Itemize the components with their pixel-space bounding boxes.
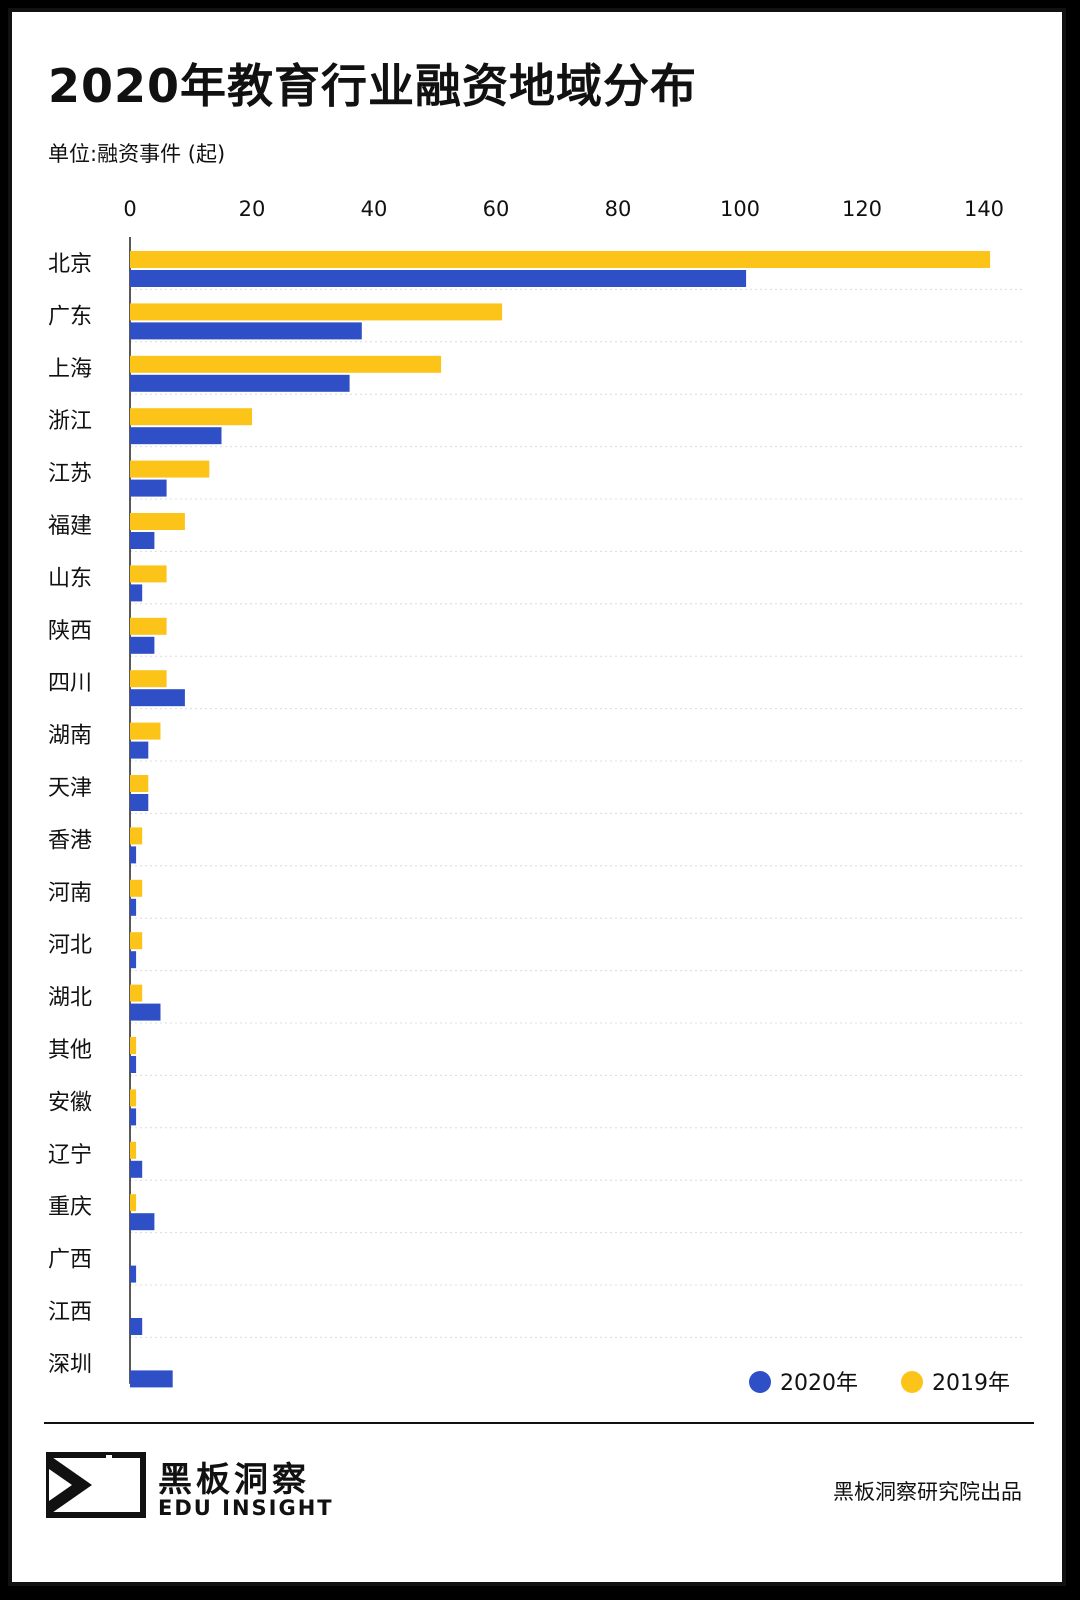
bar-2020: [130, 951, 137, 969]
brand-name-cn: 黑板洞察: [158, 1460, 310, 1500]
category-label: 香港: [48, 828, 92, 853]
bar-2019: [130, 513, 185, 530]
bar-2019: [130, 827, 143, 845]
category-label: 重庆: [48, 1195, 92, 1220]
bar-2020: [130, 846, 137, 864]
bar-2020: [130, 322, 362, 340]
bar-2020: [130, 1003, 161, 1021]
category-label: 广东: [48, 304, 92, 329]
bar-2019: [130, 1037, 137, 1054]
bar-2019: [130, 670, 167, 688]
bar-2019: [130, 251, 991, 268]
bar-2020: [130, 1318, 143, 1335]
bar-2019: [130, 408, 252, 426]
bar-2020: [130, 1265, 137, 1283]
source-credit: 黑板洞察研究院出品: [833, 1480, 1022, 1504]
category-label: 四川: [48, 671, 92, 696]
bar-2020: [130, 532, 155, 549]
bar-2020: [130, 636, 155, 654]
category-label: 北京: [48, 252, 92, 277]
x-tick-label: 0: [123, 197, 136, 221]
legend-label: 2019年: [932, 1371, 1010, 1396]
category-label: 福建: [48, 514, 92, 539]
category-label: 安徽: [48, 1090, 92, 1115]
legend-label: 2020年: [780, 1371, 858, 1396]
category-label: 河北: [48, 933, 92, 958]
category-label: 辽宁: [48, 1143, 92, 1168]
infographic-card: 2020年教育行业融资地域分布 单位:融资事件 (起) 0 20 40 60 80 100…: [8, 8, 1066, 1586]
bar-2020: [130, 1108, 137, 1126]
x-tick-label: 60: [483, 197, 510, 221]
bar-2020: [130, 427, 222, 445]
bar-2019: [130, 722, 161, 740]
category-label: 陕西: [48, 619, 92, 644]
bar-2020: [130, 584, 143, 602]
x-tick-label: 80: [605, 197, 632, 221]
category-label: 天津: [48, 776, 92, 801]
bar-chart: 0 20 40 60 80 100 120 140 北京广东上海浙江江苏福建山东陕西四川湖南天津…: [48, 197, 1022, 1396]
bar-2019: [130, 1141, 137, 1159]
category-label: 江西: [48, 1300, 92, 1325]
bar-2019: [130, 775, 149, 792]
bar-2019: [130, 617, 167, 635]
bar-2020: [130, 1056, 137, 1073]
category-label: 河南: [48, 881, 92, 906]
bar-2020: [130, 1160, 143, 1178]
bar-2020: [130, 689, 185, 707]
bar-2019: [130, 460, 210, 478]
footer-divider: [44, 1422, 1034, 1424]
bar-2020: [130, 794, 149, 811]
bar-2019: [130, 984, 143, 1002]
bar-2020: [130, 1213, 155, 1231]
category-label: 其他: [48, 1038, 92, 1063]
category-label: 山东: [48, 566, 92, 591]
x-tick-label: 40: [361, 197, 388, 221]
bar-2019: [130, 565, 167, 583]
edu-insight-logo-icon: [46, 1452, 146, 1518]
bar-2020: [130, 1370, 173, 1388]
bar-2020: [130, 479, 167, 497]
category-label: 江苏: [48, 462, 92, 487]
bar-2020: [130, 270, 747, 287]
category-label: 浙江: [48, 409, 92, 434]
x-tick-label: 100: [720, 197, 760, 221]
bar-2019: [130, 879, 143, 897]
bar-2019: [130, 932, 143, 950]
bar-2020: [130, 374, 350, 392]
bar-2019: [130, 355, 442, 373]
category-label: 广西: [48, 1248, 92, 1273]
x-tick-label: 140: [964, 197, 1004, 221]
bar-2020: [130, 898, 137, 916]
category-label: 上海: [48, 357, 92, 382]
x-tick-label: 120: [842, 197, 882, 221]
chart-title: 2020年教育行业融资地域分布: [48, 59, 698, 113]
bar-2019: [130, 1089, 137, 1107]
legend-marker: [901, 1371, 923, 1393]
legend-marker: [749, 1371, 771, 1393]
brand-name-en: EDU INSIGHT: [158, 1496, 334, 1520]
category-label: 湖南: [48, 724, 92, 749]
bar-2019: [130, 303, 503, 321]
x-tick-label: 20: [239, 197, 266, 221]
unit-label: 单位:融资事件 (起): [48, 142, 226, 166]
bar-2020: [130, 741, 149, 759]
category-label: 深圳: [48, 1352, 92, 1377]
bar-2019: [130, 1194, 137, 1212]
category-label: 湖北: [48, 986, 92, 1011]
